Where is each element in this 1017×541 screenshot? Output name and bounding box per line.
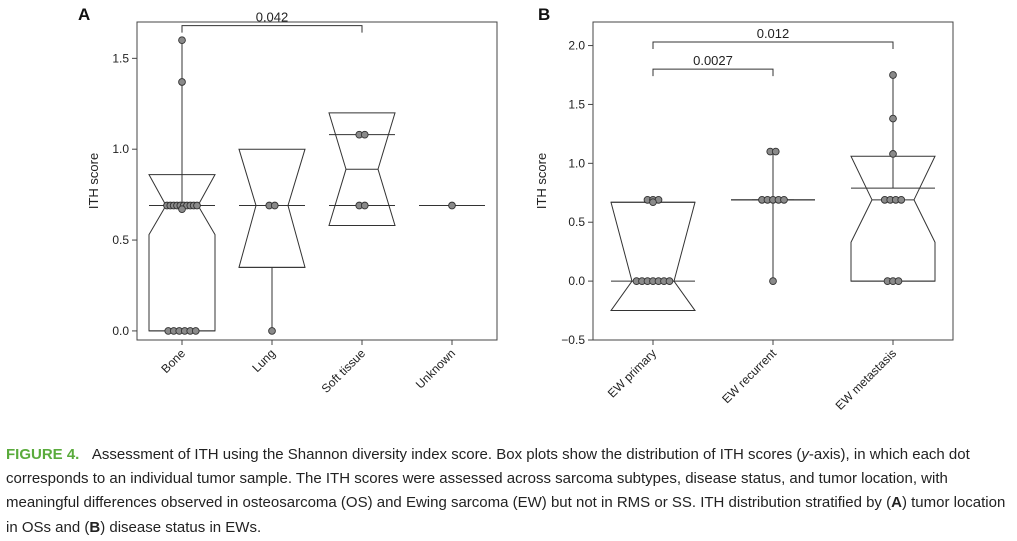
caption-text-1: Assessment of ITH using the Shannon dive… [91,446,802,463]
y-tick-label: 1.0 [112,142,129,156]
caption-axis: y [801,446,809,463]
box-notched [850,155,936,282]
data-point [665,277,674,285]
caption-text-3: ) tumor location in OSs and ( [6,494,1006,536]
plot-frame [136,21,498,341]
data-point [889,150,897,158]
y-tick-label: −0.5 [561,333,585,347]
data-point [193,201,201,210]
data-point [270,201,279,210]
panel-b-letter: B [538,5,550,24]
caption-panel-a: A [891,494,902,512]
data-point [191,327,200,335]
panel-a-letter: A [78,5,90,24]
caption-panel-b: B [89,518,101,536]
data-point [894,277,903,285]
data-point [769,277,777,285]
y-tick-label: 0.5 [112,233,129,247]
panel-b-boxplot: −0.5 0.0 0.5 1.0 1.5 2.0 ITH score EW primary EW… [534,21,954,413]
x-tick-label: Unknown [413,346,458,391]
data-point [268,327,276,335]
y-axis-title: ITH score [534,153,549,209]
y-tick-label: 1.0 [568,156,585,170]
data-point [178,78,186,86]
data-point [360,130,369,139]
comparison-bracket [652,41,894,50]
figure-canvas: A B 0.0 0.5 1.0 1.5 ITH score Bone Lung Soft ti… [78,5,954,413]
y-tick-label: 0.5 [568,215,585,229]
x-tick-label: Lung [249,346,278,375]
data-point [360,201,369,210]
data-point [649,198,657,207]
p-value-label: 0.012 [757,26,790,41]
data-point [178,36,186,45]
data-point [771,147,780,156]
x-tick-label: EW recurrent [719,346,779,406]
box-notched [148,174,216,332]
x-tick-label: EW metastasis [833,346,899,412]
data-point [889,114,897,123]
caption-label: FIGURE 4. [6,446,80,463]
comparison-bracket [181,25,363,33]
data-point [178,205,186,214]
caption-text-2: -axis), in which each dot corresponds to… [6,446,970,512]
panel-a-boxplot: 0.0 0.5 1.0 1.5 ITH score Bone Lung Soft tissue… [86,10,498,396]
box-notched [238,148,306,268]
y-tick-label: 0.0 [568,274,585,288]
comparison-bracket [652,68,774,77]
y-tick-label: 1.5 [568,97,585,111]
data-point [448,201,456,210]
y-axis-title: ITH score [86,153,101,209]
figure-caption: FIGURE 4. Assessment of ITH using the Sh… [6,443,1012,540]
data-point [889,71,897,79]
box-notched [610,201,696,312]
y-tick-label: 1.5 [112,51,129,65]
p-value-label: 0.0027 [693,53,733,68]
x-tick-label: Soft tissue [319,346,369,396]
x-tick-label: Bone [158,346,188,376]
x-tick-label: EW primary [605,346,659,400]
data-point [897,195,906,204]
caption-text-4: ) disease status in EWs. [100,518,262,536]
p-value-label: 0.042 [256,10,289,25]
data-point [780,195,788,204]
y-tick-label: 0.0 [112,324,129,338]
y-tick-label: 2.0 [568,39,585,53]
